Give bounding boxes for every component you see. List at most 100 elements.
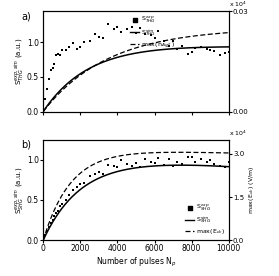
- Point: [59, 48, 64, 52]
- Point: [162, 163, 166, 167]
- Point: [93, 32, 97, 36]
- Point: [204, 47, 209, 51]
- Point: [138, 26, 142, 30]
- Point: [199, 44, 203, 49]
- Point: [130, 164, 134, 169]
- Point: [100, 35, 105, 40]
- Point: [162, 38, 166, 43]
- Point: [49, 68, 53, 73]
- Point: [186, 155, 190, 160]
- Point: [97, 169, 101, 174]
- Point: [212, 49, 216, 53]
- Point: [138, 165, 142, 170]
- Point: [208, 158, 213, 163]
- Point: [223, 164, 227, 169]
- Point: [189, 50, 194, 54]
- Point: [115, 164, 120, 169]
- Point: [152, 36, 157, 41]
- Point: [115, 25, 120, 29]
- Point: [74, 185, 79, 190]
- Point: [156, 29, 160, 33]
- X-axis label: Number of pulses N$_p$: Number of pulses N$_p$: [96, 256, 176, 269]
- Point: [71, 41, 75, 45]
- Point: [217, 52, 222, 57]
- Point: [100, 172, 105, 176]
- Point: [43, 96, 47, 101]
- Point: [152, 161, 157, 165]
- Point: [149, 160, 153, 164]
- Legend: S$^{exp}_{SHG}$, S$^{sim}_{SHG}$, max(E$_{dc}$): S$^{exp}_{SHG}$, S$^{sim}_{SHG}$, max(E$…: [184, 202, 226, 237]
- Point: [67, 193, 71, 197]
- Point: [106, 163, 110, 167]
- Point: [156, 156, 160, 161]
- Point: [119, 30, 123, 35]
- Point: [180, 44, 185, 48]
- Text: a): a): [21, 11, 31, 21]
- Point: [52, 214, 57, 218]
- Point: [112, 26, 116, 31]
- Point: [227, 160, 231, 164]
- Point: [87, 39, 92, 43]
- Point: [82, 181, 86, 185]
- Point: [217, 164, 222, 168]
- Point: [124, 162, 129, 166]
- Point: [130, 24, 134, 29]
- Text: x 10$^{4}$: x 10$^{4}$: [229, 0, 247, 9]
- Point: [58, 204, 62, 208]
- Point: [97, 35, 101, 39]
- Point: [180, 161, 185, 166]
- Point: [227, 50, 231, 54]
- Point: [208, 48, 213, 52]
- Point: [212, 161, 216, 166]
- Point: [204, 160, 209, 164]
- Point: [124, 26, 129, 31]
- Point: [78, 182, 83, 186]
- Point: [47, 225, 51, 229]
- Point: [45, 229, 49, 233]
- Point: [134, 31, 138, 35]
- Point: [56, 209, 60, 214]
- Point: [58, 53, 62, 57]
- Point: [112, 164, 116, 169]
- Y-axis label: S$^{exp,sim}_{SHG}$ (a.u.): S$^{exp,sim}_{SHG}$ (a.u.): [12, 166, 26, 214]
- Point: [52, 62, 57, 66]
- Point: [199, 157, 203, 161]
- Point: [71, 188, 75, 192]
- Y-axis label: max(E$_{dc}$) (V/m): max(E$_{dc}$) (V/m): [247, 166, 256, 214]
- Point: [167, 157, 172, 162]
- Point: [67, 45, 71, 49]
- Point: [143, 32, 148, 36]
- Text: x 10$^{4}$: x 10$^{4}$: [229, 128, 247, 138]
- Point: [87, 174, 92, 178]
- Point: [43, 233, 47, 238]
- Point: [106, 22, 110, 26]
- Point: [167, 44, 172, 49]
- Point: [149, 33, 153, 38]
- Text: b): b): [21, 140, 31, 150]
- Point: [175, 47, 179, 51]
- Point: [50, 66, 55, 70]
- Point: [54, 211, 59, 215]
- Point: [223, 50, 227, 55]
- Point: [93, 171, 97, 176]
- Point: [49, 221, 53, 225]
- Point: [74, 47, 79, 51]
- Point: [82, 39, 86, 44]
- Point: [59, 201, 64, 206]
- Point: [50, 218, 55, 222]
- Point: [143, 157, 148, 161]
- Y-axis label: S$^{exp,sim}_{THG}$ (a.u.): S$^{exp,sim}_{THG}$ (a.u.): [12, 38, 26, 85]
- Point: [175, 160, 179, 164]
- Point: [171, 163, 175, 168]
- Point: [47, 77, 51, 81]
- Point: [134, 161, 138, 166]
- Legend: S$^{exp}_{THG}$, S$^{sim}_{THG}$, max(n$_{Ag_2^+}$): S$^{exp}_{THG}$, S$^{sim}_{THG}$, max(n$…: [130, 14, 175, 50]
- Point: [171, 39, 175, 44]
- Point: [119, 158, 123, 163]
- Point: [189, 155, 194, 159]
- Point: [63, 198, 68, 202]
- Point: [78, 45, 83, 49]
- Point: [56, 52, 60, 56]
- Point: [54, 53, 59, 57]
- Point: [63, 47, 68, 52]
